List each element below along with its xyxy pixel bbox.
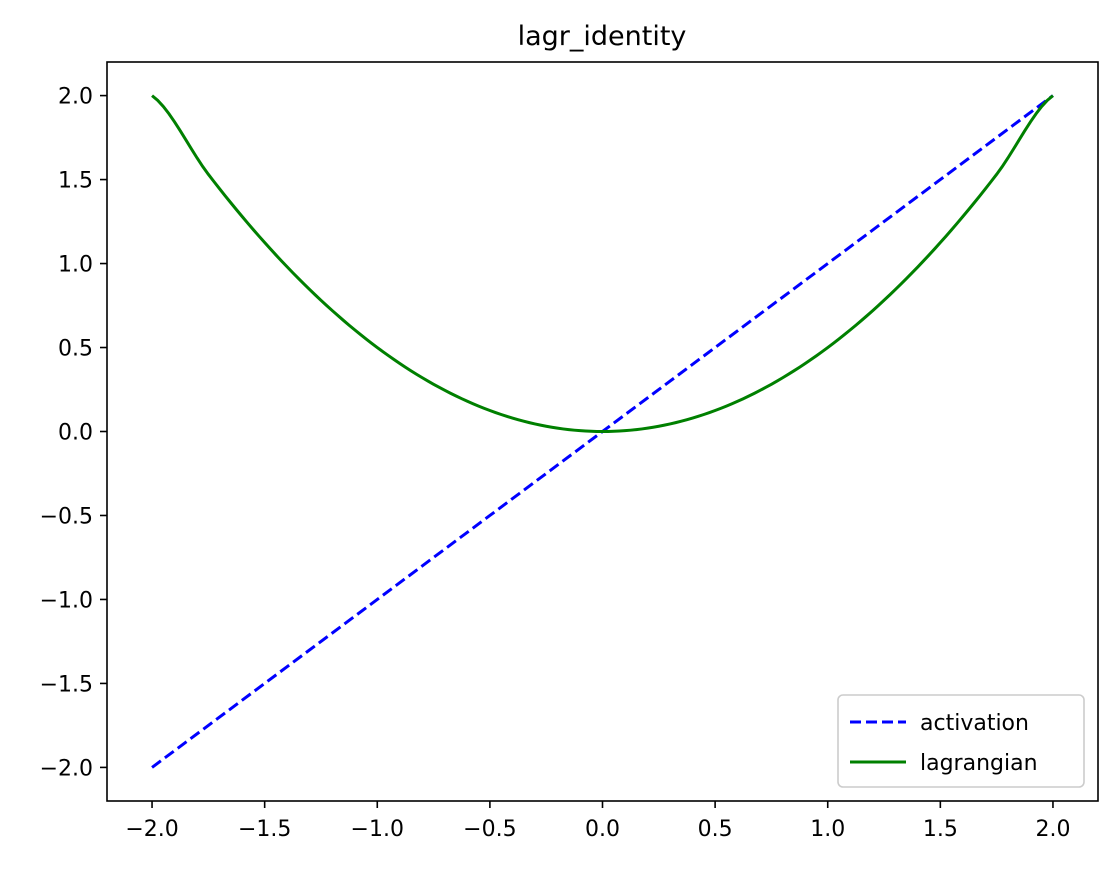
- plot-frame: [106, 61, 1099, 802]
- y-tick-label: 0.0: [58, 421, 93, 446]
- x-tick-label: 1.0: [810, 817, 845, 842]
- x-tick-label: −0.5: [463, 817, 516, 842]
- legend: activation lagrangian: [837, 694, 1085, 788]
- y-tick-label: 0.5: [58, 337, 93, 362]
- y-tick-label: −2.0: [40, 756, 93, 781]
- y-axis-ticks: −2.0 −1.5 −1.0 −0.5 0.0 0.5 1.0 1.5 2.0: [40, 85, 107, 781]
- series-line-lagrangian: [151, 94, 1054, 434]
- y-tick-label: −1.0: [40, 588, 93, 613]
- chart-title: lagr_identity: [518, 21, 687, 52]
- legend-box: [837, 694, 1085, 788]
- y-tick-label: −1.5: [40, 672, 93, 697]
- legend-label-activation: activation: [920, 711, 1029, 736]
- x-tick-label: 2.0: [1035, 817, 1070, 842]
- x-tick-label: −1.5: [238, 817, 291, 842]
- y-tick-label: 1.0: [58, 253, 93, 278]
- y-tick-label: 2.0: [58, 85, 93, 110]
- x-tick-label: 0.5: [698, 817, 733, 842]
- x-tick-label: 0.0: [585, 817, 620, 842]
- y-tick-label: −0.5: [40, 504, 93, 529]
- x-axis-ticks: −2.0 −1.5 −1.0 −0.5 0.0 0.5 1.0 1.5 2.0: [125, 801, 1070, 842]
- x-tick-label: −2.0: [125, 817, 178, 842]
- series-layer: [151, 94, 1054, 769]
- y-tick-label: 1.5: [58, 169, 93, 194]
- x-tick-label: 1.5: [923, 817, 958, 842]
- legend-label-lagrangian: lagrangian: [920, 751, 1038, 776]
- x-tick-label: −1.0: [351, 817, 404, 842]
